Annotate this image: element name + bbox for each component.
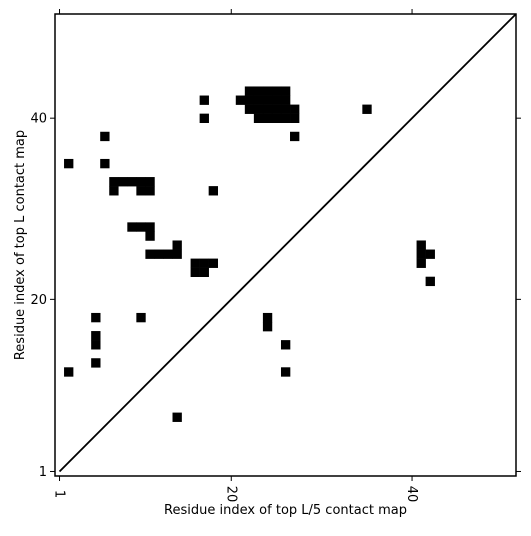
contact-cell-top-L bbox=[64, 158, 74, 169]
ticks-layer: 1 20 40 1 20 40 bbox=[30, 9, 521, 502]
contact-cell-top-L bbox=[262, 113, 273, 124]
contact-cell-top-L bbox=[145, 222, 155, 232]
x-tick-label: 1 bbox=[52, 490, 67, 498]
contact-cell-top-L bbox=[145, 231, 155, 241]
contact-cell-top-L bbox=[235, 95, 246, 105]
contact-cell-top-L bbox=[172, 240, 182, 250]
contact-cell-top-L5 bbox=[64, 367, 74, 377]
y-axis-label: Residue index of top L contact map bbox=[13, 130, 28, 360]
x-tick-label: 40 bbox=[404, 486, 419, 503]
contact-cell-top-L bbox=[163, 249, 173, 259]
contact-cell-top-L bbox=[199, 113, 209, 124]
contact-cell-top-L5 bbox=[172, 412, 182, 422]
contact-cell-top-L bbox=[271, 95, 282, 105]
contact-cell-top-L bbox=[118, 177, 128, 187]
contact-cell-top-L5 bbox=[416, 249, 426, 259]
contact-cell-top-L bbox=[262, 95, 273, 105]
contact-cell-top-L5 bbox=[425, 276, 435, 287]
contact-cell-top-L5 bbox=[136, 312, 146, 323]
contact-cell-top-L bbox=[127, 177, 137, 187]
contact-cell-top-L bbox=[136, 222, 146, 232]
contact-cell-top-L5 bbox=[280, 367, 291, 377]
contact-cell-top-L bbox=[253, 104, 264, 114]
contact-cell-top-L bbox=[244, 104, 255, 114]
y-tick-label: 1 bbox=[39, 465, 47, 480]
contact-cell-top-L bbox=[280, 104, 291, 114]
contact-cell-top-L bbox=[290, 113, 300, 124]
contact-cell-top-L5 bbox=[91, 340, 101, 350]
contact-cell-top-L bbox=[271, 113, 282, 124]
y-tick-label: 40 bbox=[30, 112, 47, 127]
contact-cell-top-L5 bbox=[91, 312, 101, 323]
contact-cell-top-L bbox=[109, 177, 119, 187]
contact-cell-top-L bbox=[100, 158, 110, 169]
contact-cell-top-L bbox=[109, 186, 119, 196]
contact-cell-top-L bbox=[271, 104, 282, 114]
contact-cell-top-L5 bbox=[416, 258, 426, 268]
contact-cell-top-L bbox=[290, 104, 300, 114]
contact-cell-top-L5 bbox=[425, 249, 435, 259]
diagonal-line bbox=[58, 13, 517, 473]
contact-cell-top-L5 bbox=[280, 340, 291, 350]
contact-cell-top-L bbox=[190, 267, 200, 278]
contact-cell-top-L bbox=[208, 186, 219, 196]
x-tick-label: 20 bbox=[223, 486, 238, 503]
contact-cell-top-L bbox=[362, 104, 372, 114]
contact-cell-top-L5 bbox=[262, 322, 273, 332]
contact-cell-top-L bbox=[145, 186, 155, 196]
plot-frame bbox=[54, 13, 517, 477]
contact-cell-top-L bbox=[280, 95, 291, 105]
contact-cell-top-L bbox=[244, 86, 255, 96]
contact-cell-top-L bbox=[253, 86, 264, 96]
contact-cell-top-L bbox=[154, 249, 164, 259]
contact-cell-top-L bbox=[199, 258, 209, 268]
contact-cell-top-L bbox=[244, 95, 255, 105]
contact-cell-top-L bbox=[253, 95, 264, 105]
cells-layer bbox=[64, 86, 435, 422]
contact-cell-top-L5 bbox=[91, 331, 101, 341]
contact-cell-top-L bbox=[271, 86, 282, 96]
contact-cell-top-L5 bbox=[416, 240, 426, 250]
contact-cell-top-L bbox=[280, 113, 291, 124]
contact-cell-top-L bbox=[136, 186, 146, 196]
contact-cell-top-L5 bbox=[91, 358, 101, 368]
contact-cell-top-L bbox=[145, 177, 155, 187]
contact-cell-top-L bbox=[199, 95, 209, 105]
contact-cell-top-L bbox=[280, 86, 291, 96]
contact-cell-top-L bbox=[199, 267, 209, 278]
x-axis-label: Residue index of top L/5 contact map bbox=[164, 503, 407, 518]
contact-cell-top-L bbox=[100, 131, 110, 142]
contact-cell-top-L bbox=[262, 86, 273, 96]
contact-cell-top-L bbox=[290, 131, 300, 142]
y-tick-label: 20 bbox=[30, 293, 47, 308]
contact-cell-top-L bbox=[127, 222, 137, 232]
contact-cell-top-L bbox=[253, 113, 264, 124]
contact-cell-top-L bbox=[190, 258, 200, 268]
contact-cell-top-L bbox=[172, 249, 182, 259]
contact-cell-top-L bbox=[208, 258, 219, 268]
contact-cell-top-L bbox=[262, 104, 273, 114]
contact-cell-top-L bbox=[136, 177, 146, 187]
contact-cell-top-L5 bbox=[262, 312, 273, 323]
contact-cell-top-L bbox=[145, 249, 155, 259]
